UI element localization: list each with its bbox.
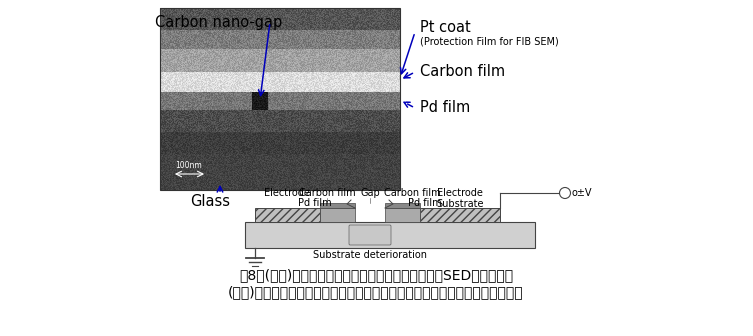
Text: Gap: Gap: [360, 188, 380, 198]
Text: Electrode: Electrode: [437, 188, 483, 198]
Text: Carbon film: Carbon film: [299, 188, 355, 198]
Text: Substrate: Substrate: [436, 199, 483, 209]
Bar: [385, 208, 420, 222]
Text: Carbon film: Carbon film: [420, 65, 505, 80]
Text: 100nm: 100nm: [175, 161, 203, 170]
Text: (Protection Film for FIB SEM): (Protection Film for FIB SEM): [420, 37, 559, 47]
Text: 图8：(顶部)采用成型和激活工艺制造的纳米碳间隙的SED横截面图。: 图8：(顶部)采用成型和激活工艺制造的纳米碳间隙的SED横截面图。: [239, 268, 513, 282]
Text: Pd film: Pd film: [298, 198, 332, 208]
Bar: [385, 203, 420, 208]
Text: Glass: Glass: [190, 195, 230, 210]
FancyBboxPatch shape: [349, 225, 391, 245]
Text: Pd film: Pd film: [408, 198, 442, 208]
Bar: [320, 203, 355, 208]
Text: (底部)纳米碳间隙结构的框图。基底损耗是由于激活工艺局部产生的高温引起的: (底部)纳米碳间隙结构的框图。基底损耗是由于激活工艺局部产生的高温引起的: [228, 285, 524, 299]
Text: Pd film: Pd film: [420, 100, 471, 116]
Text: Substrate deterioration: Substrate deterioration: [313, 250, 427, 260]
Text: Carbon film: Carbon film: [384, 188, 441, 198]
Text: Pt coat: Pt coat: [420, 20, 471, 36]
Bar: [320, 208, 355, 222]
Text: Carbon nano-gap: Carbon nano-gap: [155, 14, 282, 30]
Bar: [160, 8, 400, 190]
Text: Electrode: Electrode: [264, 188, 310, 198]
Bar: [245, 222, 535, 248]
Text: o±V: o±V: [572, 188, 593, 198]
Bar: [420, 208, 500, 222]
Bar: [255, 208, 320, 222]
